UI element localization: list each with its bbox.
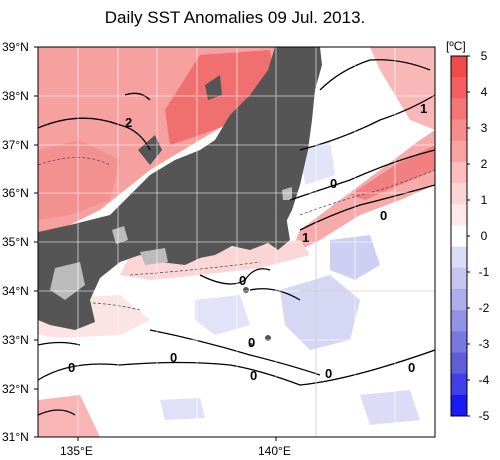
island-izu-1 bbox=[243, 287, 249, 293]
colorbar-swatch bbox=[451, 310, 467, 332]
contour-label-0-c: 0 bbox=[248, 335, 255, 350]
contour-label-0-s: 0 bbox=[250, 368, 257, 383]
cold-anomaly-5 bbox=[300, 140, 335, 185]
map-panel: 2 1 0 0 1 0 0 0 0 0 0 0 bbox=[38, 47, 435, 437]
lake-kasumigaura bbox=[282, 187, 292, 200]
colorbar-swatch bbox=[451, 373, 467, 396]
lon-label-135: 135°E bbox=[60, 444, 93, 458]
colorbar-swatch bbox=[451, 331, 467, 353]
contour-label-2: 2 bbox=[125, 115, 132, 130]
map-title: Daily SST Anomalies 09 Jul. 2013. bbox=[104, 8, 366, 27]
lat-label-36: 36°N bbox=[2, 186, 29, 200]
colorbar-swatch bbox=[451, 140, 467, 163]
lat-label-35: 35°N bbox=[2, 235, 29, 249]
warm-anomaly-north-strong bbox=[165, 50, 275, 145]
colorbar: 5 4 3 2 1 0 -1 -2 -3 -4 -5 bbox=[450, 49, 490, 423]
contour-label-0-far-se: 0 bbox=[408, 360, 415, 375]
colorbar-swatch bbox=[451, 119, 467, 142]
axis-ticks bbox=[34, 46, 277, 441]
contour-lines bbox=[38, 59, 435, 416]
warm-anomaly-south bbox=[38, 395, 100, 437]
colorbar-tick-label: -5 bbox=[479, 409, 490, 423]
cold-anomaly-6 bbox=[160, 398, 205, 420]
bay-ise bbox=[140, 248, 168, 265]
lat-label-31: 31°N bbox=[2, 430, 29, 444]
colorbar-swatch bbox=[451, 183, 467, 205]
cold-anomaly-1 bbox=[280, 275, 360, 350]
colorbar-swatch bbox=[451, 246, 467, 269]
colorbar-tick-label: -4 bbox=[479, 373, 490, 387]
cold-anomaly-4 bbox=[360, 390, 420, 425]
contour-label-0-izu: 0 bbox=[239, 273, 246, 288]
lake-biwa bbox=[112, 226, 128, 244]
colorbar-swatch bbox=[451, 394, 467, 417]
contour-label-0-se: 0 bbox=[325, 366, 332, 381]
colorbar-tick-label: 5 bbox=[481, 49, 488, 63]
cold-anomaly-3 bbox=[195, 295, 250, 335]
colorbar-tick-label: -1 bbox=[479, 265, 490, 279]
lat-label-32: 32°N bbox=[2, 382, 29, 396]
lake-kii bbox=[50, 262, 85, 300]
lat-label-39: 39°N bbox=[2, 40, 29, 54]
warm-anomaly-coastal bbox=[120, 240, 310, 280]
colorbar-swatch bbox=[451, 225, 467, 248]
colorbar-unit: [ºC] bbox=[446, 39, 466, 53]
lat-label-33: 33°N bbox=[2, 333, 29, 347]
colorbar-tick-label: 3 bbox=[481, 121, 488, 135]
island-izu-2 bbox=[265, 335, 271, 341]
colorbar-swatch bbox=[451, 288, 467, 311]
lon-label-140: 140°E bbox=[258, 444, 291, 458]
island-izu-3 bbox=[249, 343, 253, 347]
warm-anomaly-east-core bbox=[350, 145, 435, 200]
contour-label-0-w: 0 bbox=[170, 350, 177, 365]
colorbar-swatch bbox=[451, 98, 467, 121]
colorbar-swatch bbox=[451, 77, 467, 99]
contour-label-1-e: 1 bbox=[302, 230, 309, 245]
colorbar-swatch bbox=[451, 56, 467, 78]
colorbar-tick-label: 2 bbox=[481, 157, 488, 171]
colorbar-tick-label: -2 bbox=[479, 301, 490, 315]
land-sado bbox=[205, 75, 222, 100]
colorbar-swatch bbox=[451, 267, 467, 290]
colorbar-tick-label: 1 bbox=[481, 193, 488, 207]
warm-anomaly-west bbox=[38, 140, 120, 220]
land-honshu bbox=[38, 47, 322, 330]
colorbar-swatch bbox=[451, 204, 467, 226]
warm-anomaly-ne bbox=[370, 47, 435, 130]
lat-label-34: 34°N bbox=[2, 284, 29, 298]
contour-label-0-sw: 0 bbox=[68, 360, 75, 375]
colorbar-tick-label: -3 bbox=[479, 337, 490, 351]
contour-label-0-ne: 0 bbox=[330, 176, 337, 191]
colorbar-swatch bbox=[451, 352, 467, 375]
colorbar-swatch bbox=[451, 161, 467, 184]
minor-contours bbox=[38, 157, 435, 311]
lat-label-37: 37°N bbox=[2, 138, 29, 152]
graticule-over-white bbox=[300, 240, 435, 437]
contour-label-1-ne: 1 bbox=[420, 101, 427, 116]
colorbar-tick-label: 0 bbox=[481, 229, 488, 243]
colorbar-tick-label: 4 bbox=[481, 85, 488, 99]
lat-label-38: 38°N bbox=[2, 89, 29, 103]
contour-label-0-e: 0 bbox=[380, 208, 387, 223]
